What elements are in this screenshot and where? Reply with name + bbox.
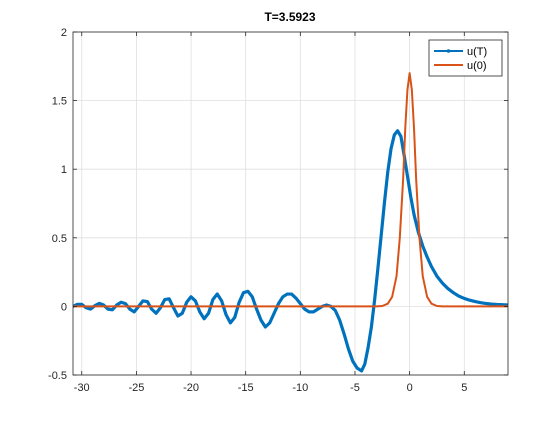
legend-box — [428, 39, 503, 77]
x-tick-label: -20 — [183, 382, 199, 394]
x-tick-label: -5 — [350, 382, 360, 394]
grid-lines — [73, 31, 508, 376]
y-tick-label: 1.5 — [52, 96, 67, 108]
legend: u(T) u(0) — [428, 39, 503, 77]
y-tick-label: 0.5 — [52, 233, 67, 245]
y-tick-label: 2 — [61, 27, 67, 39]
plot-series — [73, 72, 508, 373]
x-tick-label: -10 — [292, 382, 308, 394]
legend-label: u(T) — [467, 46, 487, 58]
y-tick-label: -0.5 — [48, 370, 67, 382]
axis-ticks: -30 -25 -20 -15 -10 -5 0 5 -0.5 0 0.5 1 1.5 2 — [48, 27, 508, 394]
legend-label: u(0) — [467, 60, 487, 72]
y-tick-label: 0 — [61, 301, 67, 313]
x-tick-label: -15 — [238, 382, 254, 394]
x-tick-label: -30 — [74, 382, 90, 394]
x-tick-label: 5 — [461, 382, 467, 394]
series-line-u-0 — [73, 72, 508, 308]
axes-box — [72, 31, 509, 376]
series-line-u-T — [73, 129, 508, 373]
y-tick-label: 1 — [61, 164, 67, 176]
legend-marker — [446, 49, 451, 53]
x-tick-label: 0 — [407, 382, 413, 394]
x-tick-label: -25 — [128, 382, 144, 394]
chart-title: T=3.5923 — [264, 10, 315, 24]
